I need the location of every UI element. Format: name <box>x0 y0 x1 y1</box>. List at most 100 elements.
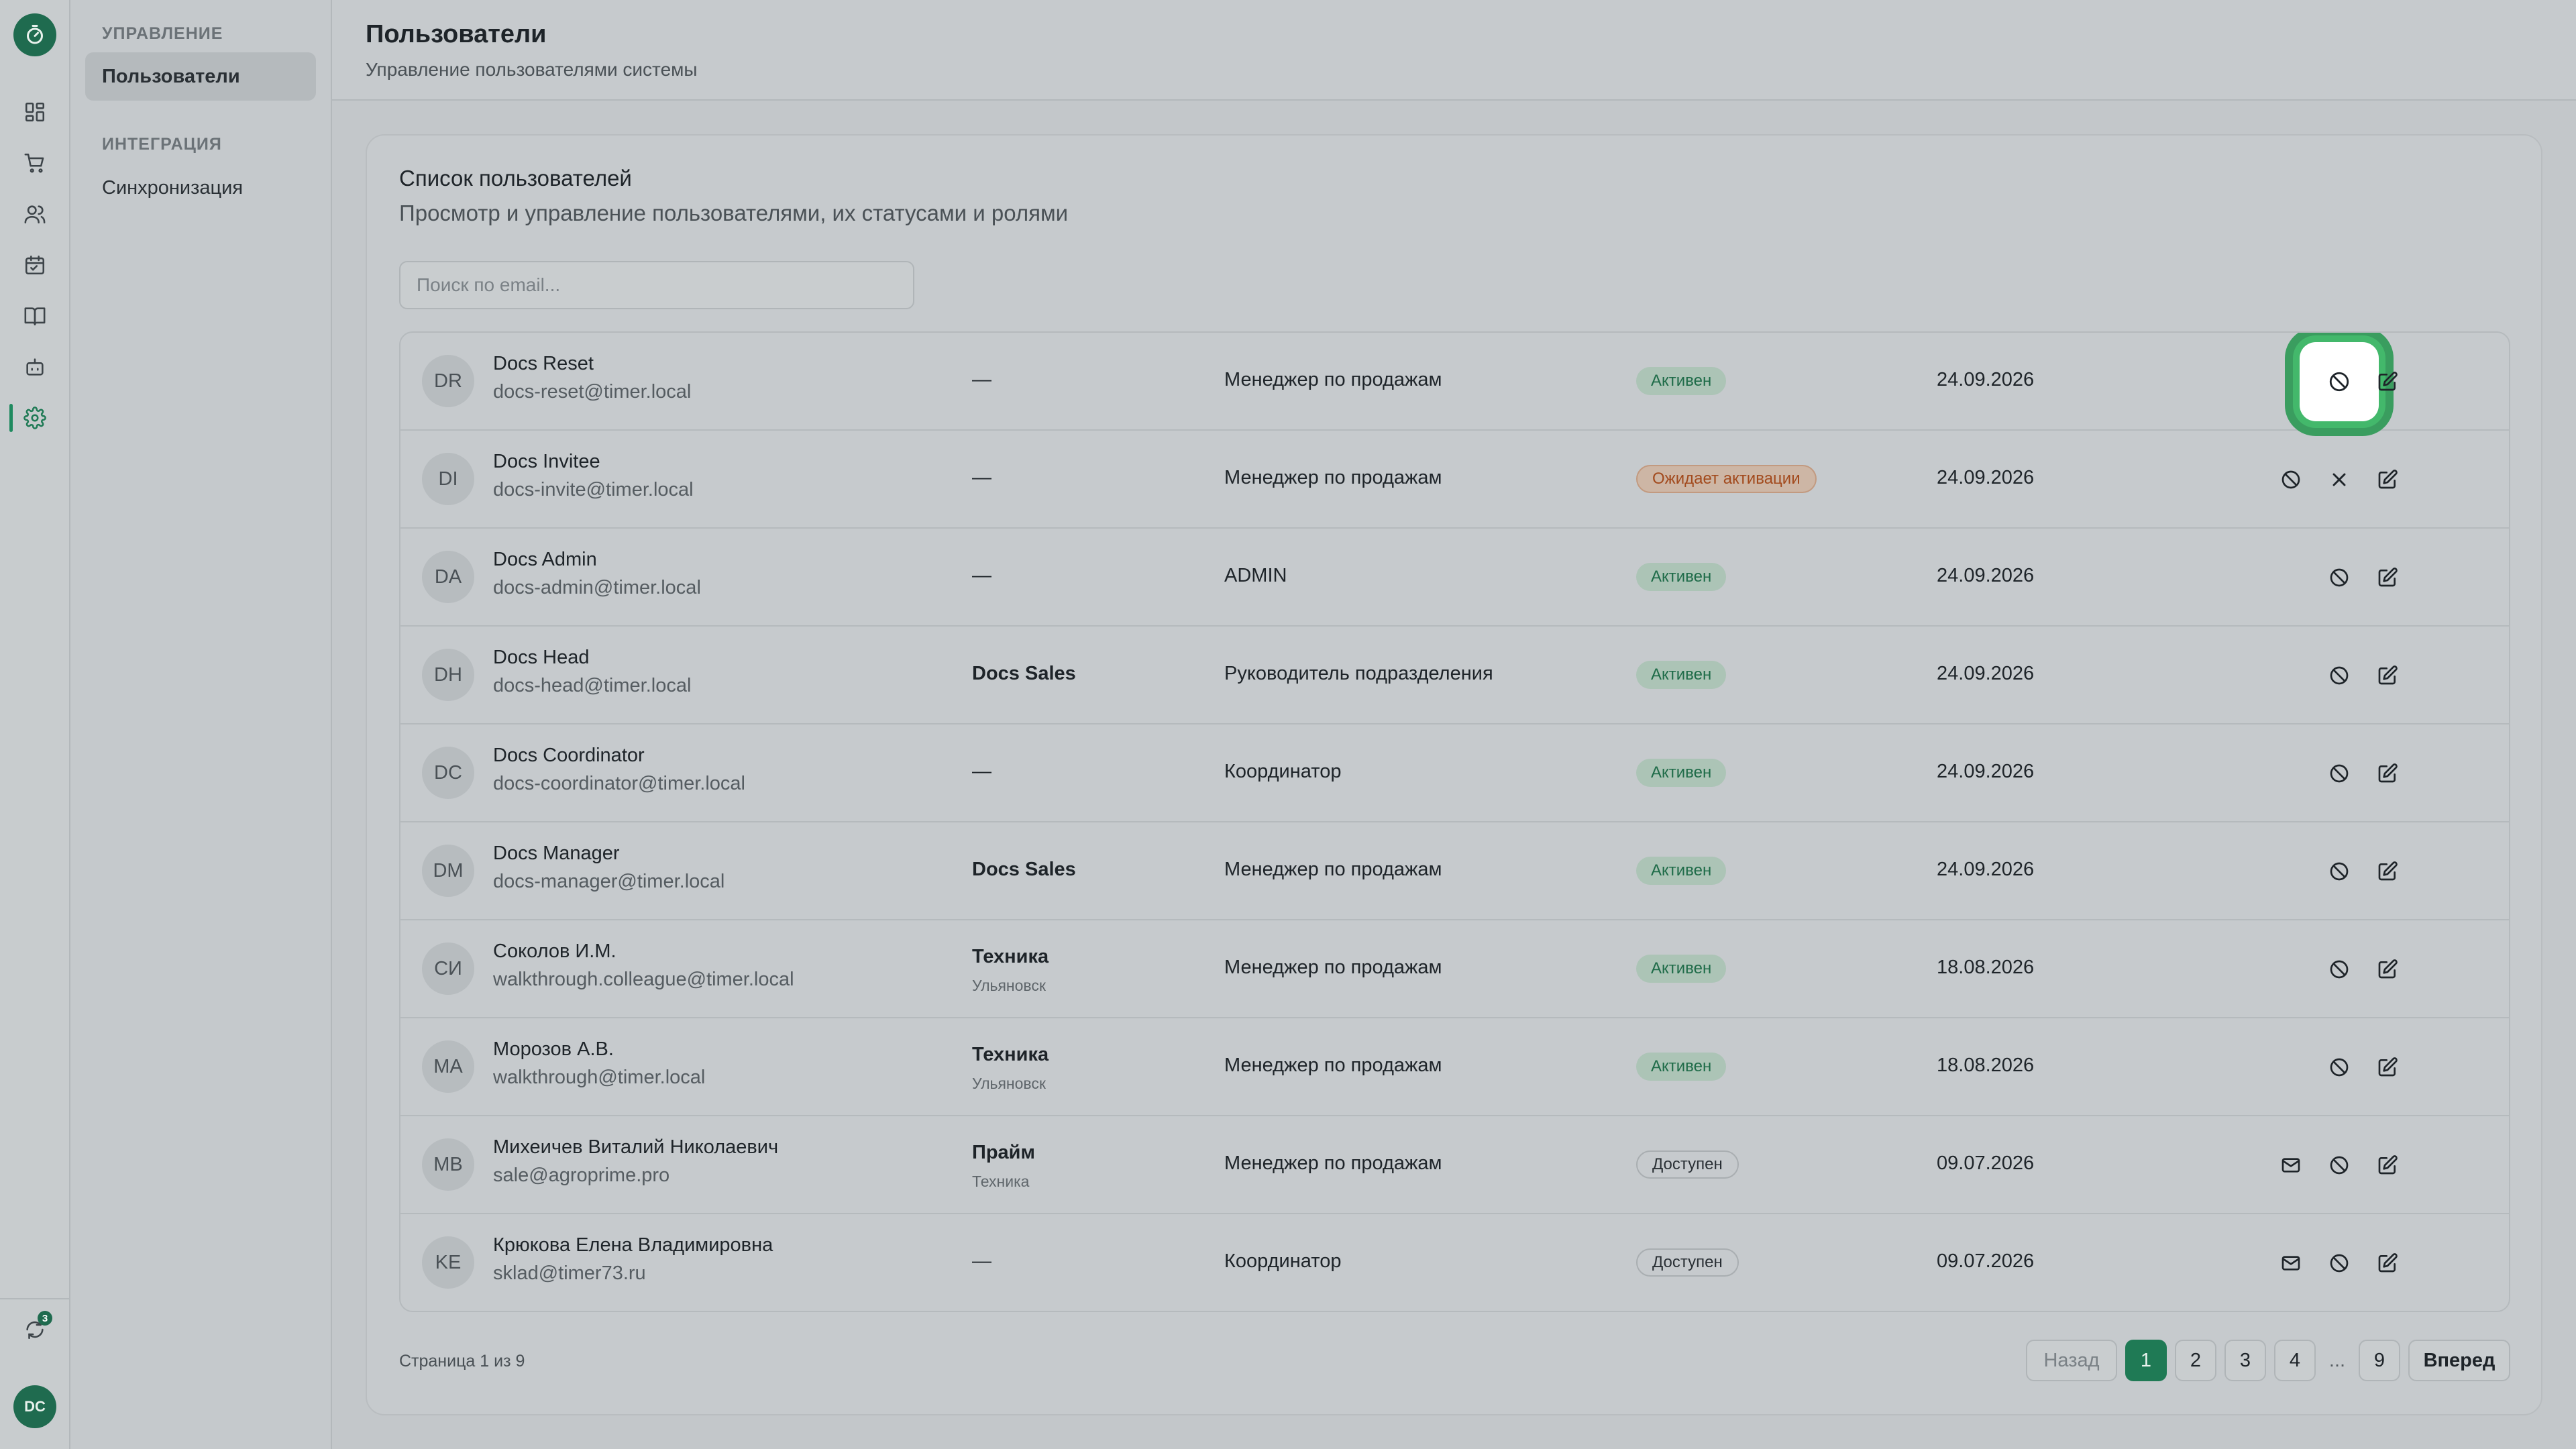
user-email: walkthrough@timer.local <box>493 1067 706 1088</box>
user-created-date: 09.07.2026 <box>1937 1152 2035 1174</box>
user-department: — <box>972 369 991 390</box>
sidebar-item-sync[interactable]: Синхронизация <box>102 176 244 199</box>
page-button-2[interactable]: 2 <box>2175 1340 2216 1381</box>
user-email: walkthrough.colleague@timer.local <box>493 969 794 990</box>
block-button[interactable] <box>2274 463 2308 496</box>
bot-icon[interactable] <box>15 347 55 387</box>
mail-button[interactable] <box>2274 1246 2308 1280</box>
edit-button[interactable] <box>2371 561 2404 594</box>
edit-icon <box>2377 959 2398 980</box>
user-name: Крюкова Елена Владимировна <box>493 1234 773 1256</box>
user-department: Docs Sales <box>972 859 1076 880</box>
page-button-1[interactable]: 1 <box>2125 1340 2167 1381</box>
book-icon[interactable] <box>15 296 55 336</box>
block-button[interactable] <box>2322 1051 2356 1084</box>
users-icon[interactable] <box>15 194 55 234</box>
edit-button[interactable] <box>2371 855 2404 888</box>
user-avatar-initials: DA <box>422 551 474 603</box>
page-button-9[interactable]: 9 <box>2359 1340 2400 1381</box>
search-input[interactable] <box>399 261 914 309</box>
block-icon <box>2280 469 2302 490</box>
sidebar-item-users[interactable]: Пользователи <box>85 52 316 101</box>
user-avatar-initials: KE <box>422 1236 474 1289</box>
block-button[interactable] <box>2322 757 2356 790</box>
edit-button[interactable] <box>2371 365 2404 398</box>
block-button[interactable] <box>2322 659 2356 692</box>
block-icon <box>2328 959 2350 980</box>
edit-button[interactable] <box>2371 757 2404 790</box>
card-title: Список пользователей <box>399 166 632 191</box>
user-avatar-initials: DC <box>422 747 474 799</box>
table-row: DI Docs Invitee docs-invite@timer.local — Ме… <box>400 431 2509 529</box>
calendar-icon[interactable] <box>15 245 55 285</box>
page-title: Пользователи <box>366 20 547 48</box>
user-department: Docs Sales <box>972 663 1076 684</box>
status-badge: Активен <box>1636 367 1727 395</box>
secondary-sidebar: УПРАВЛЕНИЕ Пользователи ИНТЕГРАЦИЯ Синхр… <box>70 0 332 1449</box>
dashboard-icon[interactable] <box>15 92 55 132</box>
table-row: СИ Соколов И.М. walkthrough.colleague@time… <box>400 920 2509 1018</box>
block-icon <box>2328 567 2350 588</box>
user-avatar-initials: СИ <box>422 943 474 995</box>
user-created-date: 18.08.2026 <box>1937 1055 2035 1076</box>
block-icon <box>2328 1252 2350 1274</box>
edit-icon <box>2377 665 2398 686</box>
user-avatar-initials: MA <box>422 1040 474 1093</box>
user-name: Docs Manager <box>493 843 620 864</box>
block-button[interactable] <box>2322 1246 2356 1280</box>
user-name: Docs Head <box>493 647 590 668</box>
block-button[interactable] <box>2322 855 2356 888</box>
user-avatar-initials: DI <box>422 453 474 505</box>
edit-icon <box>2377 469 2398 490</box>
edit-button[interactable] <box>2371 463 2404 496</box>
user-created-date: 24.09.2026 <box>1937 859 2035 880</box>
page-button-4[interactable]: 4 <box>2274 1340 2316 1381</box>
block-button[interactable] <box>2300 342 2379 421</box>
edit-button[interactable] <box>2371 659 2404 692</box>
page-button-3[interactable]: 3 <box>2224 1340 2266 1381</box>
table-row: KE Крюкова Елена Владимировна sklad@timer7… <box>400 1214 2509 1311</box>
user-role: Менеджер по продажам <box>1224 1152 1442 1174</box>
prev-page-button[interactable]: Назад <box>2026 1340 2117 1381</box>
mail-button[interactable] <box>2274 1148 2308 1182</box>
edit-button[interactable] <box>2371 953 2404 986</box>
user-created-date: 24.09.2026 <box>1937 761 2035 782</box>
close-icon <box>2328 469 2350 490</box>
user-avatar[interactable]: DC <box>13 1385 56 1428</box>
block-icon <box>2328 763 2350 784</box>
user-role: Руководитель подразделения <box>1224 663 1493 684</box>
edit-button[interactable] <box>2371 1051 2404 1084</box>
user-role: Координатор <box>1224 1250 1342 1272</box>
cart-icon[interactable] <box>15 143 55 183</box>
next-page-button[interactable]: Вперед <box>2408 1340 2510 1381</box>
user-role: ADMIN <box>1224 565 1287 586</box>
pagination-ellipsis: ... <box>2328 1349 2346 1371</box>
user-email: docs-admin@timer.local <box>493 577 701 598</box>
card-subtitle: Просмотр и управление пользователями, их… <box>399 201 1069 225</box>
user-name: Docs Reset <box>493 353 594 374</box>
edit-button[interactable] <box>2371 1148 2404 1182</box>
user-avatar-initials: DH <box>422 649 474 701</box>
block-button[interactable] <box>2322 561 2356 594</box>
user-created-date: 24.09.2026 <box>1937 467 2035 488</box>
mail-icon <box>2280 1252 2302 1274</box>
user-role: Менеджер по продажам <box>1224 859 1442 880</box>
sync-icon[interactable]: 3 <box>15 1309 55 1350</box>
table-row: DC Docs Coordinator docs-coordinator@timer… <box>400 724 2509 822</box>
user-name: Михеичев Виталий Николаевич <box>493 1136 779 1158</box>
user-created-date: 24.09.2026 <box>1937 565 2035 586</box>
user-email: sklad@timer73.ru <box>493 1263 646 1284</box>
sidebar-group-integration: ИНТЕГРАЦИЯ <box>102 135 222 154</box>
gear-icon[interactable] <box>15 398 55 438</box>
close-button[interactable] <box>2322 463 2356 496</box>
status-badge: Активен <box>1636 759 1727 787</box>
timer-logo-icon[interactable] <box>13 13 56 56</box>
edit-button[interactable] <box>2371 1246 2404 1280</box>
table-row: DA Docs Admin docs-admin@timer.local — ADMIN… <box>400 529 2509 627</box>
block-button[interactable] <box>2322 1148 2356 1182</box>
users-card: Список пользователей Просмотр и управлен… <box>366 134 2542 1415</box>
table-row: DR Docs Reset docs-reset@timer.local — Менед… <box>400 333 2509 431</box>
user-department: Прайм <box>972 1142 1035 1163</box>
block-button[interactable] <box>2322 953 2356 986</box>
user-department: — <box>972 467 991 488</box>
